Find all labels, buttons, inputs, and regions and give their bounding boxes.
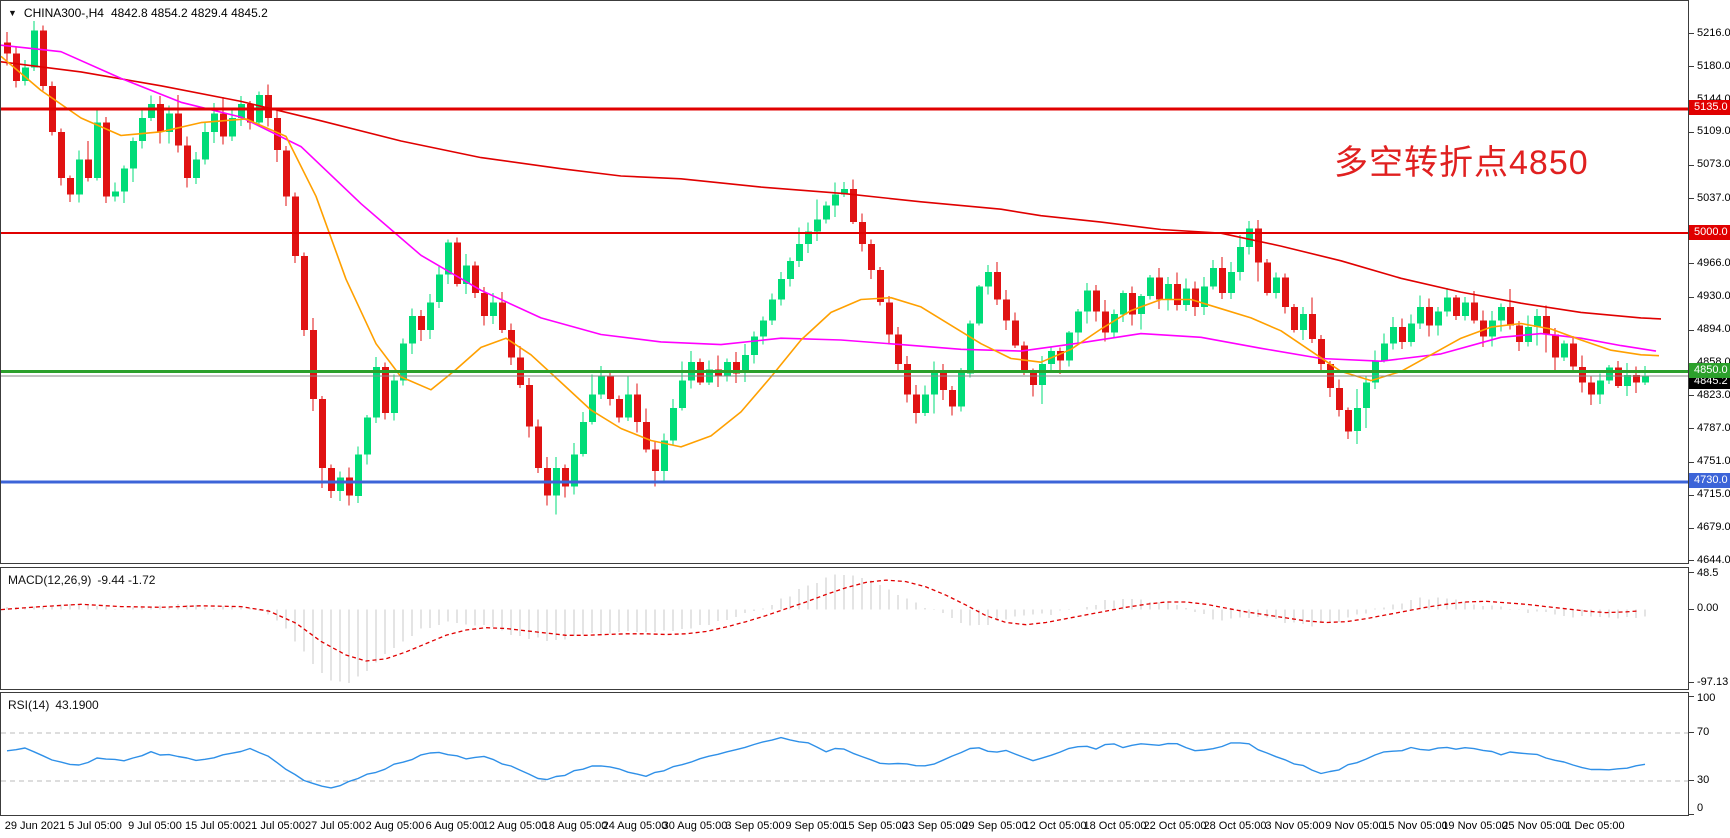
price-tick-dash bbox=[1689, 462, 1694, 463]
time-tick-label: 18 Aug 05:00 bbox=[542, 820, 608, 832]
rsi-tick-label: 0 bbox=[1697, 802, 1704, 814]
price-tick-dash bbox=[1689, 263, 1694, 264]
time-tick-label: 28 Oct 05:00 bbox=[1203, 820, 1267, 832]
price-tick-label: 4644.0 bbox=[1697, 554, 1730, 566]
price-tick-dash bbox=[1689, 395, 1694, 396]
candles bbox=[4, 20, 1649, 515]
time-tick-label: 21 Jul 05:00 bbox=[245, 820, 305, 832]
time-tick-label: 27 Jul 05:00 bbox=[305, 820, 365, 832]
rsi-tick-label: 100 bbox=[1697, 692, 1716, 704]
rsi-tick-dash bbox=[1689, 780, 1694, 781]
time-tick-label: 9 Jul 05:00 bbox=[128, 820, 182, 832]
chart-annotation-text[interactable]: 多空转折点4850 bbox=[1334, 144, 1589, 182]
price-tick-dash bbox=[1689, 66, 1694, 67]
macd-tick-dash bbox=[1689, 682, 1694, 683]
price-tick-dash bbox=[1689, 528, 1694, 529]
level-badge-4850[interactable]: 4850.0 bbox=[1689, 363, 1730, 378]
symbol-dropdown-icon[interactable]: ▼ bbox=[8, 8, 17, 18]
level-badge-4730[interactable]: 4730.0 bbox=[1689, 473, 1730, 488]
ma-line-slow-red bbox=[1, 61, 1662, 320]
price-tick-label: 4823.0 bbox=[1697, 389, 1730, 401]
price-tick-label: 5037.0 bbox=[1697, 192, 1730, 204]
price-tick-dash bbox=[1689, 428, 1694, 429]
macd-label: MACD(12,26,9) -9.44 -1.72 bbox=[8, 573, 156, 587]
macd-signal-line bbox=[1, 579, 1640, 662]
price-tick-label: 4751.0 bbox=[1697, 455, 1730, 467]
rsi-scale-axis[interactable]: 100 70 30 0 bbox=[1689, 692, 1730, 816]
time-tick-label: 12 Oct 05:00 bbox=[1023, 820, 1087, 832]
rsi-tick-label: 70 bbox=[1697, 726, 1710, 738]
price-tick-label: 4930.0 bbox=[1697, 290, 1730, 302]
time-scale-axis[interactable]: 29 Jun 2021 5 Jul 05:00 9 Jul 05:00 15 Jul … bbox=[0, 817, 1730, 838]
time-tick-label: 9 Sep 05:00 bbox=[785, 820, 845, 832]
price-tick-label: 5109.0 bbox=[1697, 125, 1730, 137]
macd-tick-dash bbox=[1689, 572, 1694, 573]
macd-canvas[interactable] bbox=[1, 568, 1688, 689]
time-tick-label: 24 Aug 05:00 bbox=[602, 820, 668, 832]
macd-histogram bbox=[6, 574, 1646, 684]
price-tick-dash bbox=[1689, 165, 1694, 166]
price-tick-label: 4715.0 bbox=[1697, 488, 1730, 500]
time-tick-label: 22 Oct 05:00 bbox=[1143, 820, 1207, 832]
rsi-tick-dash bbox=[1689, 696, 1694, 697]
time-tick-label: 3 Nov 05:00 bbox=[1265, 820, 1325, 832]
time-tick-label: 5 Jul 05:00 bbox=[68, 820, 122, 832]
price-scale-axis[interactable]: 5216.0 5180.0 5144.0 5109.0 5073.0 5037.0 4966… bbox=[1689, 0, 1730, 566]
macd-panel[interactable]: MACD(12,26,9) -9.44 -1.72 bbox=[0, 567, 1689, 690]
price-tick-label: 5180.0 bbox=[1697, 60, 1730, 72]
rsi-tick-dash bbox=[1689, 732, 1694, 733]
price-tick-label: 4894.0 bbox=[1697, 323, 1730, 335]
rsi-line bbox=[6, 736, 1646, 789]
price-tick-dash bbox=[1689, 33, 1694, 34]
price-tick-dash bbox=[1689, 330, 1694, 331]
time-tick-label: 29 Sep 05:00 bbox=[962, 820, 1028, 832]
time-tick-label: 30 Aug 05:00 bbox=[662, 820, 728, 832]
macd-tick-dash bbox=[1689, 609, 1694, 610]
price-tick-label: 5073.0 bbox=[1697, 158, 1730, 170]
ohlc-values: 4842.8 4854.2 4829.4 4845.2 bbox=[110, 6, 268, 20]
macd-tick-label: -97.13 bbox=[1697, 676, 1729, 688]
price-tick-dash bbox=[1689, 560, 1694, 561]
price-tick-label: 4787.0 bbox=[1697, 422, 1730, 434]
ma-line-medium-magenta bbox=[1, 44, 1657, 363]
time-tick-label: 1 Dec 05:00 bbox=[1565, 820, 1625, 832]
price-tick-dash bbox=[1689, 495, 1694, 496]
price-tick-dash bbox=[1689, 198, 1694, 199]
rsi-panel[interactable]: RSI(14) 43.1900 bbox=[0, 692, 1689, 816]
time-tick-label: 15 Nov 05:00 bbox=[1382, 820, 1448, 832]
time-tick-label: 2 Aug 05:00 bbox=[365, 820, 425, 832]
time-tick-label: 19 Nov 05:00 bbox=[1442, 820, 1508, 832]
macd-scale-axis[interactable]: 48.5 0.00 -97.13 bbox=[1689, 567, 1730, 690]
price-tick-label: 4966.0 bbox=[1697, 257, 1730, 269]
price-chart-panel[interactable]: ▼ CHINA300-,H4 4842.8 4854.2 4829.4 4845… bbox=[0, 0, 1689, 564]
level-badge-5000[interactable]: 5000.0 bbox=[1689, 225, 1730, 240]
time-tick-label: 15 Jul 05:00 bbox=[185, 820, 245, 832]
price-tick-label: 4679.0 bbox=[1697, 521, 1730, 533]
time-tick-label: 12 Aug 05:00 bbox=[482, 820, 548, 832]
rsi-label: RSI(14) 43.1900 bbox=[8, 698, 99, 712]
price-chart-canvas[interactable] bbox=[1, 1, 1688, 563]
chart-title: ▼ CHINA300-,H4 4842.8 4854.2 4829.4 4845… bbox=[8, 6, 268, 20]
time-tick-label: 3 Sep 05:00 bbox=[725, 820, 785, 832]
rsi-tick-label: 30 bbox=[1697, 774, 1710, 786]
price-tick-dash bbox=[1689, 132, 1694, 133]
time-tick-label: 18 Oct 05:00 bbox=[1083, 820, 1147, 832]
macd-tick-label: 0.00 bbox=[1697, 602, 1719, 614]
rsi-canvas[interactable] bbox=[1, 693, 1688, 815]
level-badge-5135[interactable]: 5135.0 bbox=[1689, 100, 1730, 115]
price-tick-dash bbox=[1689, 297, 1694, 298]
time-tick-label: 6 Aug 05:00 bbox=[425, 820, 485, 832]
rsi-tick-dash bbox=[1689, 814, 1694, 815]
macd-tick-label: 48.5 bbox=[1697, 567, 1719, 579]
symbol-period-label: CHINA300-,H4 bbox=[23, 6, 104, 20]
time-tick-label: 15 Sep 05:00 bbox=[842, 820, 908, 832]
time-tick-label: 25 Nov 05:00 bbox=[1502, 820, 1568, 832]
time-tick-label: 23 Sep 05:00 bbox=[902, 820, 968, 832]
price-tick-label: 5216.0 bbox=[1697, 27, 1730, 39]
time-tick-label: 29 Jun 2021 bbox=[4, 820, 66, 832]
time-tick-label: 9 Nov 05:00 bbox=[1325, 820, 1385, 832]
